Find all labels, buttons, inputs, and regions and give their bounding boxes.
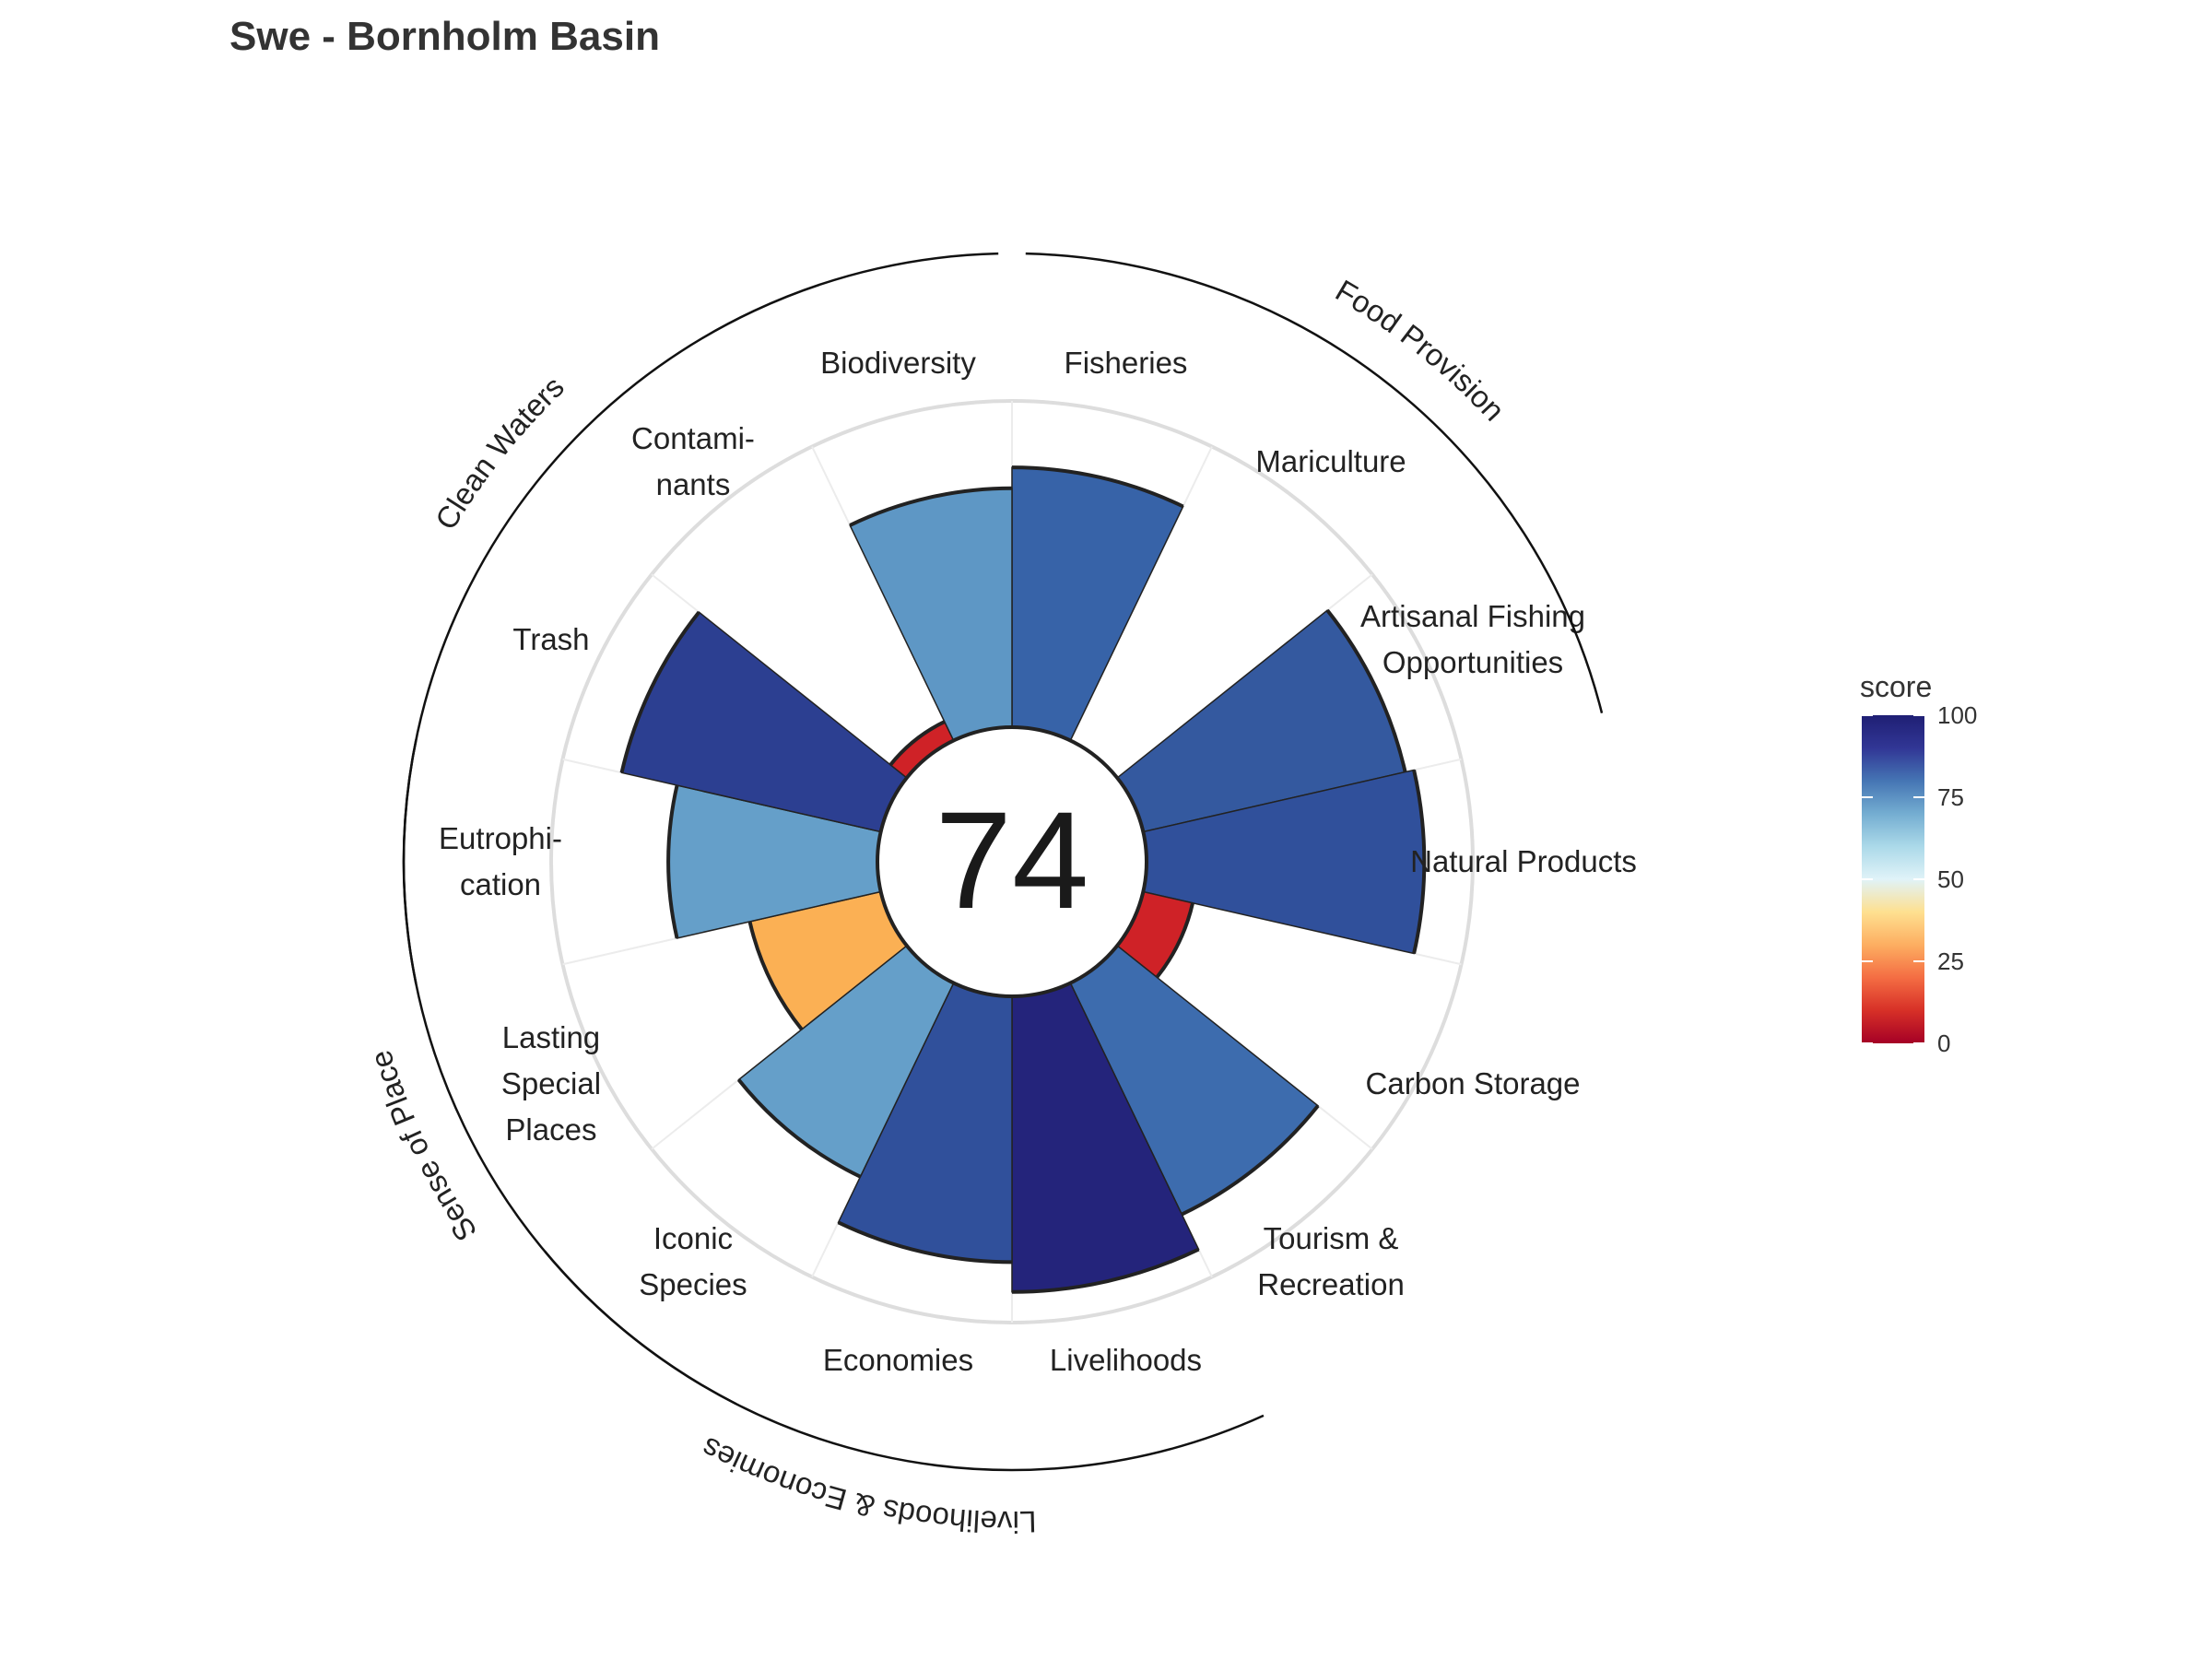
group-label-text: Food Provision bbox=[1330, 273, 1512, 427]
bar-edge bbox=[619, 610, 700, 773]
center-circle bbox=[876, 725, 1148, 998]
bar-edge bbox=[849, 486, 1013, 527]
legend-tick-label-50: 50 bbox=[1937, 865, 1964, 893]
goal-label-line: nants bbox=[656, 467, 731, 501]
bar-edge bbox=[1412, 770, 1427, 954]
goal-label-line: Recreation bbox=[1257, 1267, 1405, 1301]
goal-label-eutrophication: Eutrophi-cation bbox=[439, 821, 562, 901]
group-arc-clean-waters bbox=[402, 252, 999, 984]
goal-label-line: Contami- bbox=[631, 421, 755, 455]
goal-label-line: Carbon Storage bbox=[1366, 1066, 1581, 1100]
goal-label-line: cation bbox=[460, 867, 541, 901]
goal-label-economies: Economies bbox=[823, 1343, 973, 1377]
bar-edge bbox=[666, 784, 679, 939]
legend-title: score bbox=[1860, 670, 1932, 703]
goal-label-tourism-recreation: Tourism & Recreation bbox=[1257, 1221, 1405, 1301]
legend-tick-label-75: 75 bbox=[1937, 783, 1964, 811]
chart-title: Swe - Bornholm Basin bbox=[229, 14, 660, 59]
group-label-path bbox=[513, 1278, 1281, 1512]
bar-edge bbox=[736, 1078, 862, 1179]
goal-label-line: Artisanal Fishing bbox=[1360, 599, 1585, 633]
goal-label-line: Tourism & bbox=[1264, 1221, 1399, 1255]
goal-label-line: Natural Products bbox=[1410, 844, 1637, 878]
group-label-clean-waters: Clean Waters bbox=[429, 370, 571, 535]
goal-label-line: Trash bbox=[512, 622, 589, 656]
goal-label-livelihoods: Livelihoods bbox=[1050, 1343, 1202, 1377]
goal-label-line: Opportunities bbox=[1382, 645, 1563, 679]
legend-tick-label-100: 100 bbox=[1937, 701, 1977, 729]
goal-label-contaminants: Contami-nants bbox=[631, 421, 755, 501]
bar-edge bbox=[1181, 1104, 1320, 1217]
bar-edge bbox=[1325, 608, 1407, 773]
group-label-text: Sense of Place bbox=[363, 1046, 483, 1247]
bar-edge bbox=[888, 720, 946, 767]
goal-label-line: Places bbox=[505, 1112, 596, 1147]
goal-label-line: Species bbox=[639, 1267, 747, 1301]
group-label-text: Livelihoods & Economies bbox=[696, 1430, 1037, 1539]
goal-label-mariculture: Mariculture bbox=[1255, 444, 1406, 478]
bar-trash bbox=[620, 611, 908, 833]
goal-label-natural-products: Natural Products bbox=[1410, 844, 1637, 878]
goal-label-line: Lasting bbox=[502, 1020, 600, 1054]
bar-edge bbox=[747, 921, 804, 1031]
goal-label-biodiversity: Biodiversity bbox=[820, 346, 976, 380]
goal-label-line: Eutrophi- bbox=[439, 821, 562, 855]
goal-label-line: Mariculture bbox=[1255, 444, 1406, 478]
goal-label-line: Fisheries bbox=[1065, 346, 1188, 380]
goal-label-carbon-storage: Carbon Storage bbox=[1366, 1066, 1581, 1100]
goal-label-line: Special bbox=[501, 1066, 601, 1100]
group-label-sense-of-place: Sense of Place bbox=[363, 1046, 483, 1247]
bar-edge bbox=[1155, 902, 1194, 979]
group-label-text: Clean Waters bbox=[429, 370, 571, 535]
goal-label-line: Economies bbox=[823, 1343, 973, 1377]
legend-tick-label-0: 0 bbox=[1937, 1030, 1950, 1057]
group-arc-food-provision bbox=[1025, 252, 1604, 714]
goal-label-line: Iconic bbox=[653, 1221, 733, 1255]
goal-label-trash: Trash bbox=[512, 622, 589, 656]
bar-edge bbox=[1011, 1247, 1200, 1294]
bar-fisheries bbox=[1011, 466, 1184, 742]
bar-edge bbox=[1011, 465, 1184, 509]
bar-edge bbox=[837, 1220, 1013, 1265]
goal-label-lasting-special-places: Lasting Special Places bbox=[501, 1020, 601, 1147]
goal-label-line: Livelihoods bbox=[1050, 1343, 1202, 1377]
group-label-livelihoods-economies: Livelihoods & Economies bbox=[696, 1430, 1037, 1539]
goal-label-line: Biodiversity bbox=[820, 346, 976, 380]
group-label-food-provision: Food Provision bbox=[1330, 273, 1512, 427]
goal-label-artisanal-fishing-opportunities: Artisanal Fishing Opportunities bbox=[1360, 599, 1585, 679]
bar-biodiversity bbox=[849, 488, 1013, 742]
legend-tick-label-25: 25 bbox=[1937, 947, 1964, 975]
goal-label-iconic-species: Iconic Species bbox=[639, 1221, 747, 1301]
goal-label-fisheries: Fisheries bbox=[1065, 346, 1188, 380]
overall-score: 74 bbox=[935, 782, 1089, 937]
legend: score 100 75 50 25 0 bbox=[1860, 670, 1977, 1057]
